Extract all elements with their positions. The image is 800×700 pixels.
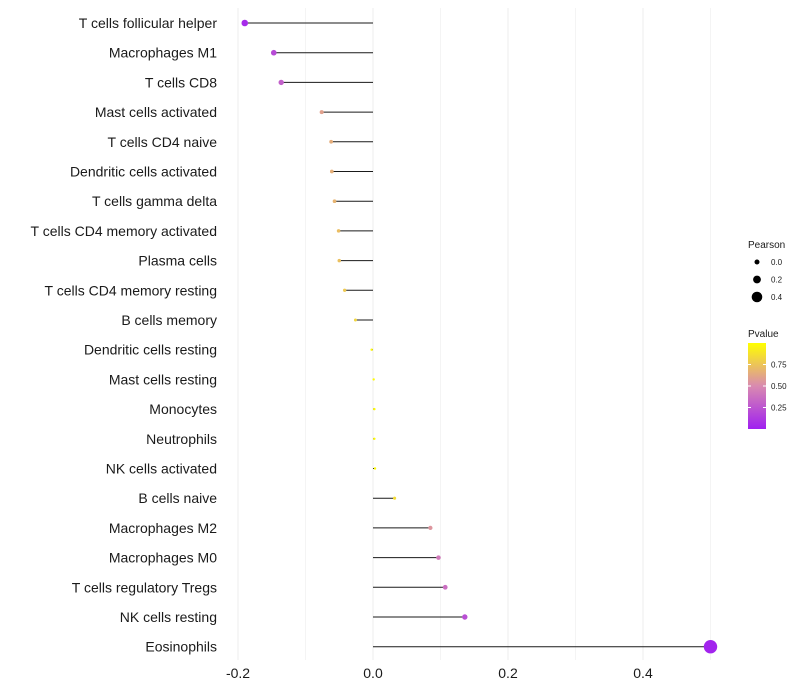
lollipop-point [337, 258, 341, 263]
category-label: T cells CD4 memory resting [45, 282, 217, 298]
color-legend-title: Pvalue [748, 329, 779, 340]
category-label: Macrophages M0 [109, 550, 217, 566]
lollipop-point [319, 110, 324, 115]
category-label: B cells memory [121, 312, 217, 328]
category-label: NK cells activated [106, 461, 217, 477]
x-tick-label: 0.2 [498, 665, 518, 681]
size-legend-label: 0.0 [771, 258, 783, 267]
lollipop-point [703, 640, 718, 654]
color-legend-label: 0.75 [771, 361, 787, 370]
x-tick-label: 0.0 [363, 665, 383, 681]
color-legend-ticks: 0.25 0.50 0.75 [748, 361, 787, 413]
category-labels: T cells follicular helper Macrophages M1 T… [31, 15, 218, 655]
x-axis-ticks: -0.2 0.0 0.2 0.4 [226, 665, 653, 681]
category-label: Monocytes [149, 401, 217, 417]
lollipop-points [241, 19, 718, 654]
lollipop-point [329, 139, 334, 144]
category-label: NK cells resting [120, 609, 217, 625]
lollipop-point [462, 614, 468, 620]
lollipop-point [393, 496, 397, 500]
color-legend-label: 0.25 [771, 404, 787, 413]
category-label: T cells follicular helper [79, 15, 218, 31]
lollipop-point [336, 229, 341, 233]
lollipop-point [241, 19, 249, 27]
lollipop-point [436, 555, 441, 560]
legend: Pearson 0.0 0.2 0.4 Pvalue 0.25 0.50 0.75 [748, 240, 787, 429]
category-label: T cells CD8 [145, 74, 217, 90]
category-label: Macrophages M1 [109, 45, 217, 61]
lollipop-point [270, 49, 277, 56]
size-legend-label: 0.4 [771, 293, 783, 302]
lollipop-point [370, 348, 373, 351]
lollipop-point [353, 318, 357, 322]
lollipop-sticks [244, 22, 711, 648]
category-label: Dendritic cells resting [84, 342, 217, 358]
color-legend-label: 0.50 [771, 382, 787, 391]
x-tick-label: -0.2 [226, 665, 250, 681]
category-label: Mast cells activated [95, 104, 217, 120]
category-label: Neutrophils [146, 431, 217, 447]
category-label: T cells gamma delta [92, 193, 217, 209]
lollipop-point [442, 584, 448, 590]
category-label: Eosinophils [145, 639, 217, 655]
lollipop-point [373, 437, 376, 441]
lollipop-point [342, 288, 347, 292]
size-legend-swatch [753, 275, 761, 284]
grid-lines [237, 8, 711, 660]
size-legend-title: Pearson [748, 240, 785, 251]
category-label: T cells regulatory Tregs [72, 579, 217, 595]
lollipop-point [329, 169, 334, 174]
category-label: B cells naive [138, 490, 217, 506]
category-label: T cells CD4 naive [108, 134, 218, 150]
size-legend-swatch [754, 259, 760, 265]
lollipop-point [373, 467, 377, 470]
category-label: Dendritic cells activated [70, 164, 217, 180]
lollipop-point [278, 79, 284, 86]
category-label: Mast cells resting [109, 371, 217, 387]
size-legend-label: 0.2 [771, 276, 783, 285]
size-legend-swatch [751, 291, 763, 303]
lollipop-point [373, 407, 376, 411]
pvalue-colorbar [748, 343, 766, 429]
lollipop-point [372, 378, 375, 381]
category-label: Plasma cells [138, 253, 217, 269]
category-label: T cells CD4 memory activated [31, 223, 217, 239]
category-label: Macrophages M2 [109, 520, 217, 536]
lollipop-point [428, 525, 433, 531]
lollipop-point [332, 199, 337, 204]
x-tick-label: 0.4 [633, 665, 653, 681]
size-legend-items: 0.0 0.2 0.4 [751, 258, 783, 303]
